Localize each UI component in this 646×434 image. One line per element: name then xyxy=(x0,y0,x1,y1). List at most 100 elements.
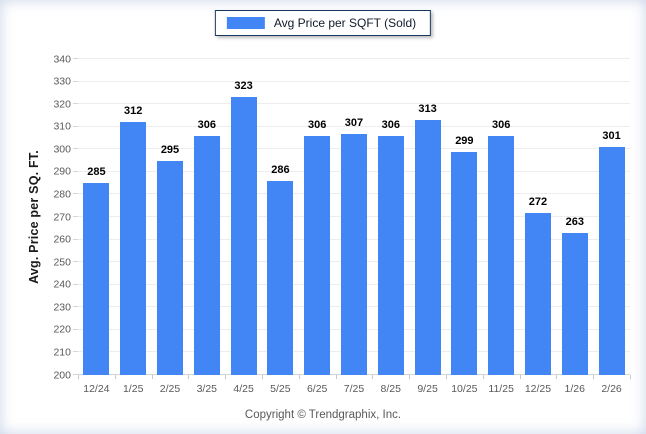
bar xyxy=(230,97,257,375)
y-tick-label: 280 xyxy=(53,188,71,201)
y-tick-label: 220 xyxy=(53,323,71,336)
bar xyxy=(83,183,110,375)
y-tick-mark xyxy=(73,283,78,285)
x-tick-mark xyxy=(593,375,595,379)
y-tick-mark xyxy=(73,170,78,172)
x-tick-mark xyxy=(298,375,300,379)
bar-value-label: 306 xyxy=(197,118,216,131)
x-tick-label: 2/26 xyxy=(601,383,622,395)
bar-value-label: 301 xyxy=(602,130,621,143)
x-tick-mark xyxy=(262,375,263,379)
x-tick-label: 10/25 xyxy=(451,383,478,395)
copyright-text: Copyright © Trendgraphix, Inc. xyxy=(244,409,402,421)
bar xyxy=(193,135,220,375)
y-tick-label: 200 xyxy=(53,368,71,381)
y-tick-label: 320 xyxy=(53,97,71,110)
y-tick-mark xyxy=(73,58,78,59)
y-tick-label: 340 xyxy=(53,52,71,65)
y-tick-mark xyxy=(73,103,78,105)
y-tick-label: 310 xyxy=(53,120,71,133)
bar-slot: 299 xyxy=(446,59,483,375)
gridline xyxy=(78,125,630,127)
x-tick-label: 1/26 xyxy=(564,383,585,395)
bar-slot: 306 xyxy=(483,59,520,375)
bar xyxy=(340,133,367,375)
y-tick-mark xyxy=(73,238,78,240)
bar-value-label: 307 xyxy=(344,116,364,129)
x-tick-label: 3/25 xyxy=(196,383,217,395)
bar-value-label: 323 xyxy=(234,80,253,93)
gridline xyxy=(78,58,630,59)
x-tick-label: 11/25 xyxy=(488,383,514,395)
bar-slot: 286 xyxy=(262,59,299,375)
bar-value-label: 306 xyxy=(381,118,400,131)
x-tick-mark xyxy=(556,375,558,379)
legend-swatch-icon xyxy=(226,17,265,29)
bar xyxy=(304,135,331,375)
bar-slot: 313 xyxy=(409,59,446,375)
bar-value-label: 313 xyxy=(418,102,437,115)
x-tick-mark xyxy=(78,375,79,379)
y-tick-mark xyxy=(73,216,78,217)
legend: Avg Price per SQFT (Sold) xyxy=(214,10,432,36)
y-axis-title: Avg. Price per SQ. FT. xyxy=(27,150,41,284)
bar-slot: 323 xyxy=(225,59,262,375)
x-tick-mark xyxy=(335,375,337,379)
x-tick-mark xyxy=(151,375,153,379)
bar-value-label: 286 xyxy=(271,163,290,176)
x-tick-mark xyxy=(519,375,521,379)
bar-slot: 306 xyxy=(188,59,225,375)
y-tick-mark xyxy=(73,374,78,375)
bar-slot: 301 xyxy=(593,59,630,375)
legend-label: Avg Price per SQFT (Sold) xyxy=(273,16,417,30)
y-tick-label: 270 xyxy=(53,210,71,223)
x-tick-label: 7/25 xyxy=(343,383,365,395)
bars-container: 285 312 295 306 323 286 306 307 306 313 299 306 272 2… xyxy=(78,59,630,375)
x-tick-mark xyxy=(409,375,411,379)
y-tick-mark xyxy=(73,148,78,150)
bar xyxy=(488,135,515,375)
x-tick-label: 12/24 xyxy=(83,383,110,395)
bar-value-label: 272 xyxy=(528,195,548,208)
bar-value-label: 312 xyxy=(124,105,143,118)
x-tick-label: 12/25 xyxy=(524,383,552,395)
y-tick-label: 330 xyxy=(53,75,71,88)
x-axis-ticks xyxy=(78,375,631,379)
bar-value-label: 295 xyxy=(160,143,180,156)
bar xyxy=(561,232,588,375)
bar-value-label: 285 xyxy=(87,166,106,179)
gridline xyxy=(78,103,630,105)
bar-slot: 263 xyxy=(556,59,593,375)
x-axis-labels: 12/24 1/25 2/25 3/25 4/25 5/25 6/25 7/25 8/25 9/2… xyxy=(78,383,630,395)
bar xyxy=(120,122,147,375)
bar xyxy=(156,160,183,375)
gridline xyxy=(78,80,630,82)
bar xyxy=(414,119,441,375)
bar-slot: 295 xyxy=(152,59,189,375)
bar-slot: 272 xyxy=(520,59,557,375)
x-tick-mark xyxy=(114,375,116,379)
y-tick-mark xyxy=(73,328,78,330)
y-tick-label: 230 xyxy=(53,301,71,314)
bar xyxy=(267,180,294,375)
bar xyxy=(451,151,478,375)
bar-value-label: 306 xyxy=(308,118,327,131)
bar-slot: 306 xyxy=(299,59,336,375)
y-tick-mark xyxy=(73,193,78,195)
bar xyxy=(598,147,625,375)
x-tick-label: 6/25 xyxy=(306,383,328,395)
x-tick-label: 8/25 xyxy=(380,383,401,395)
y-tick-mark xyxy=(73,125,78,127)
y-tick-label: 260 xyxy=(53,233,71,246)
bar-slot: 285 xyxy=(78,59,115,375)
x-tick-mark xyxy=(225,375,227,379)
x-tick-mark xyxy=(630,375,631,379)
bar xyxy=(377,135,404,375)
bar-slot: 307 xyxy=(336,59,373,375)
y-tick-label: 250 xyxy=(53,255,71,268)
y-tick-label: 240 xyxy=(53,278,71,291)
bar xyxy=(524,212,551,375)
bar-value-label: 263 xyxy=(565,215,584,228)
x-tick-label: 4/25 xyxy=(233,383,254,395)
